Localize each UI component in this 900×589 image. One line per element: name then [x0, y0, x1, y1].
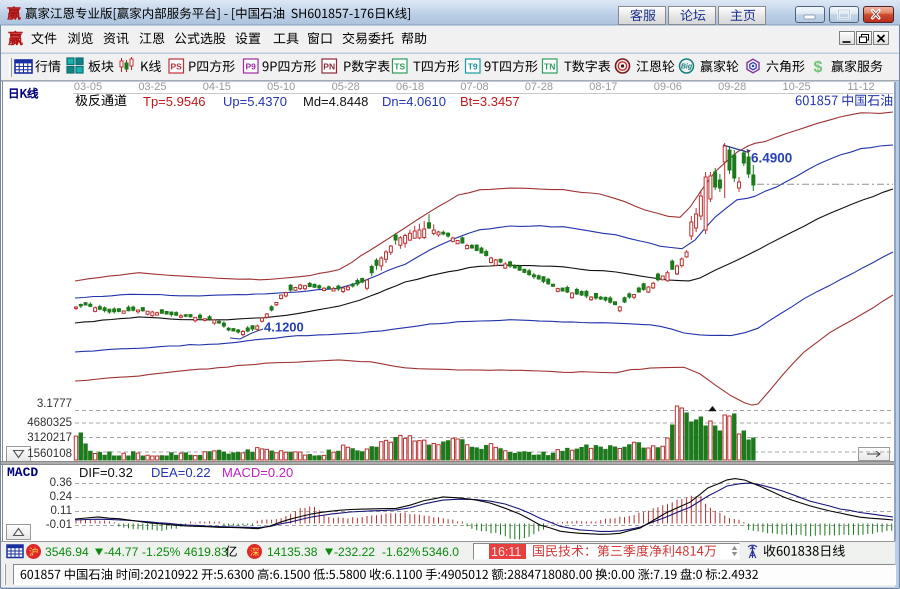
svg-text:Big: Big [681, 64, 693, 71]
svg-text:PS: PS [171, 62, 183, 72]
svg-text:T9: T9 [468, 62, 478, 72]
svg-text:TN: TN [544, 62, 555, 72]
svg-text:TS: TS [394, 62, 405, 72]
svg-text:6.4900: 6.4900 [751, 151, 792, 166]
svg-text:4.1200: 4.1200 [264, 320, 304, 335]
svg-text:$: $ [814, 59, 823, 76]
svg-text:PN: PN [323, 62, 335, 72]
svg-text:P9: P9 [245, 62, 256, 72]
